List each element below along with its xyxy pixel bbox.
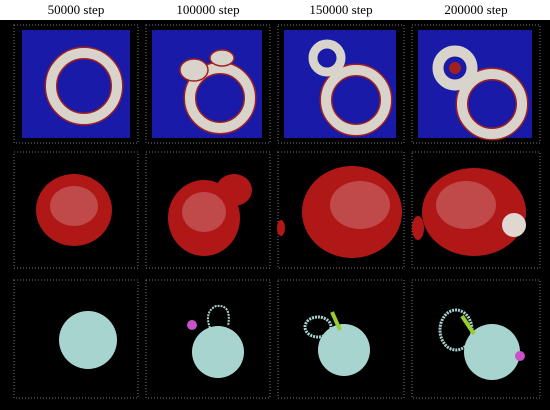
row-3: [13, 279, 541, 399]
column-header: 100000 step: [176, 2, 239, 17]
vesicle-highlight: [50, 186, 98, 226]
vesicle-bud: [216, 174, 252, 206]
panel-frame: [277, 279, 405, 399]
cluster: [515, 351, 525, 361]
vesicle-highlight: [182, 192, 226, 232]
panel-frame: [277, 24, 405, 144]
ring: [432, 45, 478, 91]
vesicle-highlight: [330, 181, 390, 229]
row-2: [13, 151, 541, 269]
filament: [207, 304, 230, 329]
filament: [330, 311, 342, 331]
panel-frame: [13, 24, 139, 144]
bud: [209, 49, 235, 67]
droplet: [59, 311, 117, 369]
ring: [185, 63, 255, 133]
panel-frame: [411, 279, 541, 399]
column-header: 200000 step: [444, 2, 507, 17]
panel-frame: [145, 279, 271, 399]
panel-frame: [411, 24, 541, 144]
panel-frame: [411, 151, 541, 269]
column-header: 50000 step: [48, 2, 105, 17]
vesicle-fragment: [277, 220, 285, 236]
vesicle-fragment: [412, 216, 424, 240]
droplet: [318, 324, 370, 376]
row-1: [13, 24, 541, 144]
hole: [449, 62, 461, 74]
ring: [321, 65, 391, 135]
droplet: [192, 326, 244, 378]
pore: [502, 213, 526, 237]
droplet: [464, 324, 520, 380]
panel-frame: [277, 151, 405, 269]
ring: [46, 48, 122, 124]
vesicle-highlight: [436, 181, 496, 229]
filament: [460, 314, 476, 336]
ring: [457, 69, 527, 139]
column-header: 150000 step: [309, 2, 372, 17]
panel-frame: [13, 279, 139, 399]
bud: [179, 58, 209, 82]
ring: [308, 39, 346, 77]
loop: [303, 315, 333, 339]
panel-frame: [145, 24, 271, 144]
cluster: [187, 320, 197, 330]
